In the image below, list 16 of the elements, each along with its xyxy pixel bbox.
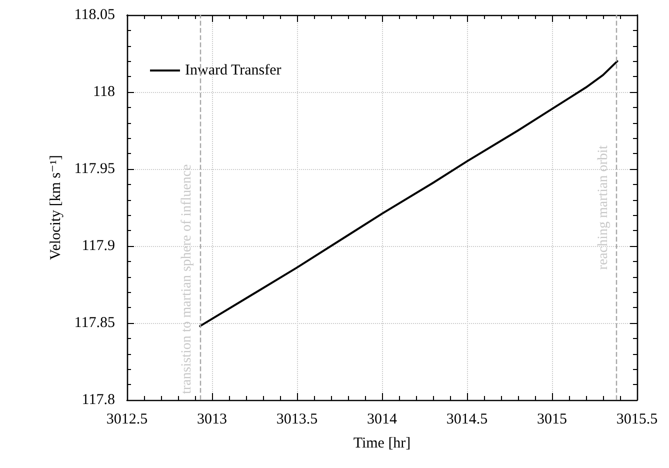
x-tick-label: 3013.5 bbox=[276, 412, 318, 428]
x-tick-label: 3012.5 bbox=[106, 412, 148, 428]
x-tick-label: 3014 bbox=[367, 412, 398, 428]
x-tick-label: 3013 bbox=[197, 412, 227, 428]
x-tick-label: 3015 bbox=[537, 412, 567, 428]
y-tick-label: 118.05 bbox=[74, 7, 115, 23]
legend-label: Inward Transfer bbox=[185, 62, 282, 78]
y-tick-label: 118 bbox=[93, 84, 115, 100]
y-axis-title: Velocity [km s⁻¹] bbox=[48, 155, 64, 260]
y-tick-label: 117.85 bbox=[74, 315, 115, 331]
x-tick-label: 3015.5 bbox=[616, 412, 658, 428]
x-axis-title: Time [hr] bbox=[353, 436, 411, 452]
y-tick-label: 117.8 bbox=[82, 392, 115, 408]
x-tick-label: 3014.5 bbox=[446, 412, 488, 428]
y-tick-label: 117.95 bbox=[74, 161, 115, 177]
y-tick-label: 117.9 bbox=[82, 238, 115, 254]
